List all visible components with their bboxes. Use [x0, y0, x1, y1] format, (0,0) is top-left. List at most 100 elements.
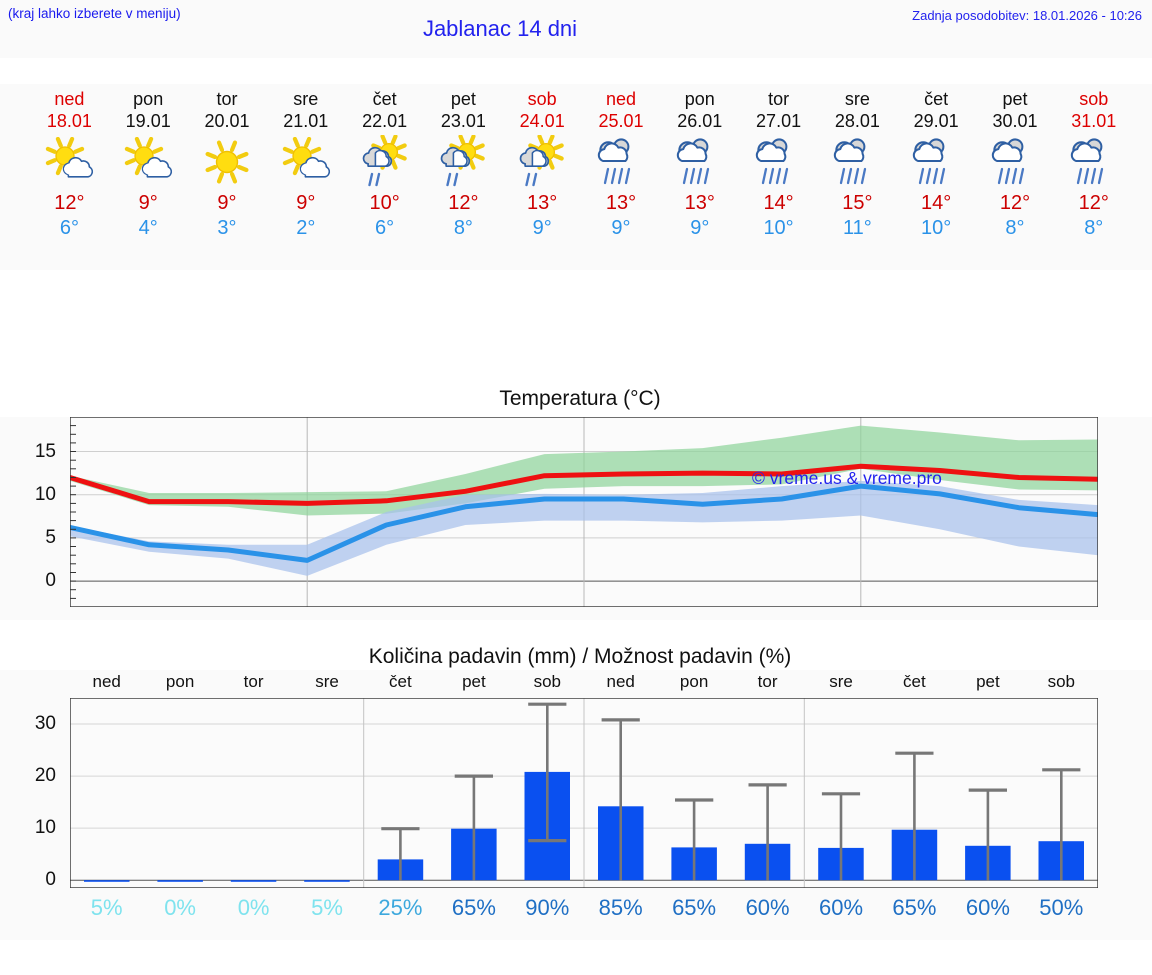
min-temperature-label: 10°: [921, 217, 952, 239]
page-title: Jablanac 14 dni: [422, 16, 578, 41]
precipitation-probability-label: 90%: [525, 895, 570, 920]
sun-icon: [188, 135, 267, 191]
day-column[interactable]: pon 19.01 9° 4°: [109, 84, 188, 270]
sun-cloud-icon: [266, 135, 345, 191]
precipitation-probability-label: 0%: [164, 895, 196, 920]
cloud-rain-icon: [739, 135, 818, 191]
precipitation-probability-label: 65%: [451, 895, 496, 920]
day-of-week-label: pet: [1002, 89, 1028, 109]
precipitation-day-label: čet: [903, 672, 926, 691]
precipitation-day-label: pet: [976, 672, 1000, 691]
temperature-chart-titlebar: [0, 380, 1152, 417]
precipitation-day-labels: ned pon tor sre čet pet sob ned pon tor sre čet pet s…: [0, 670, 1152, 696]
min-temperature-label: 6°: [375, 217, 395, 239]
day-column[interactable]: ned 18.01 12° 6°: [30, 84, 109, 270]
day-column[interactable]: sre 28.01 15° 11°: [818, 84, 897, 270]
day-column[interactable]: tor 20.01 9° 3°: [188, 84, 267, 270]
precipitation-probability-label: 60%: [965, 895, 1010, 920]
min-temperature-label: 6°: [59, 217, 79, 239]
day-column[interactable]: ned 25.01 13° 9°: [582, 84, 661, 270]
precipitation-chart-title: Količina padavin (mm) / Možnost padavin …: [368, 645, 792, 668]
precipitation-y-tick: 10: [34, 817, 56, 839]
max-temperature-label: 9°: [296, 192, 316, 214]
max-temperature-label: 14°: [763, 192, 794, 214]
precipitation-probability-label: 60%: [745, 895, 790, 920]
max-temperature-label: 12°: [448, 192, 479, 214]
min-temperature-label: 3°: [217, 217, 237, 239]
day-of-week-label: čet: [924, 89, 949, 109]
precipitation-y-tick: 30: [34, 713, 56, 734]
day-column[interactable]: pet 30.01 12° 8°: [976, 84, 1055, 270]
day-of-week-label: tor: [768, 89, 790, 109]
day-of-week-label: čet: [372, 89, 397, 109]
precipitation-chart-body: ned pon tor sre čet pet sob ned pon tor sre čet pet s…: [0, 670, 1152, 940]
precipitation-day-label: tor: [243, 672, 264, 691]
day-column[interactable]: pon 26.01 13° 9°: [660, 84, 739, 270]
day-date-label: 20.01: [204, 111, 250, 131]
day-of-week-label: sob: [527, 89, 557, 109]
precipitation-day-label: sre: [315, 672, 339, 691]
precipitation-bar: [157, 880, 203, 882]
day-of-week-label: sre: [293, 89, 319, 109]
min-temperature-label: 11°: [842, 217, 872, 239]
day-date-label: 29.01: [913, 111, 959, 131]
day-of-week-label: pon: [133, 89, 164, 109]
precipitation-y-tick: 0: [45, 869, 56, 891]
day-column[interactable]: sre 21.01 9° 2°: [266, 84, 345, 270]
min-temperature-label: 9°: [690, 217, 710, 239]
day-date-label: 28.01: [834, 111, 880, 131]
day-column[interactable]: tor 27.01 14° 10°: [739, 84, 818, 270]
day-column[interactable]: čet 29.01 14° 10°: [897, 84, 976, 270]
precipitation-chart-titlebar: [0, 640, 1152, 670]
precipitation-day-label: ned: [606, 672, 635, 691]
sun-cloud-icon: [109, 135, 188, 191]
precipitation-probability-row: 5% 0% 0% 5% 25% 65% 90% 85% 65% 60% 60% 65% 60% 50%: [0, 895, 1152, 937]
precipitation-bar: [304, 880, 350, 882]
temperature-y-tick: 10: [34, 483, 56, 505]
day-of-week-label: pet: [450, 89, 476, 109]
precipitation-day-label: pon: [679, 672, 709, 691]
max-temperature-label: 10°: [369, 192, 400, 214]
precipitation-probability-label: 60%: [818, 895, 864, 920]
day-column[interactable]: sob 31.01 12° 8°: [1054, 84, 1133, 270]
cloud-rain-icon: [897, 135, 976, 191]
max-temperature-label: 12°: [999, 192, 1031, 214]
precipitation-y-tick: 20: [34, 765, 56, 787]
day-column[interactable]: pet 23.01 12° 8°: [424, 84, 503, 270]
day-date-label: 18.01: [46, 111, 92, 131]
precipitation-day-label: sob: [533, 672, 561, 691]
min-temperature-label: 4°: [138, 217, 158, 239]
day-column[interactable]: sob 24.01 13° 9°: [503, 84, 582, 270]
last-updated-text: Zadnja posodobitev: 18.01.2026 - 10:26: [912, 8, 1142, 23]
temperature-y-tick: 0: [45, 570, 56, 592]
min-temperature-label: 8°: [453, 217, 473, 239]
day-column[interactable]: čet 22.01 10° 6°: [345, 84, 424, 270]
temperature-band-0: [70, 425, 1098, 516]
max-temperature-label: 12°: [1078, 192, 1109, 214]
max-temperature-label: 12°: [54, 192, 85, 214]
precipitation-day-label: tor: [757, 672, 778, 691]
day-date-label: 19.01: [125, 111, 171, 131]
max-temperature-label: 9°: [217, 192, 237, 214]
watermark-text: © vreme.us & vreme.pro: [752, 468, 942, 488]
max-temperature-label: 15°: [842, 192, 873, 214]
page-header: (kraj lahko izberete v meniju) Jablanac …: [0, 0, 1152, 58]
precipitation-probability-label: 65%: [892, 895, 937, 920]
temperature-series-0: [67, 463, 1101, 506]
max-temperature-label: 13°: [527, 192, 558, 214]
max-temperature-label: 13°: [684, 192, 715, 214]
day-of-week-label: sob: [1079, 89, 1109, 109]
temperature-plot-area: [67, 416, 1101, 608]
day-date-label: 27.01: [756, 111, 802, 131]
max-temperature-label: 14°: [921, 192, 952, 214]
precipitation-day-label: pet: [462, 672, 486, 691]
day-date-label: 23.01: [440, 111, 486, 131]
min-temperature-label: 8°: [1005, 217, 1025, 239]
min-temperature-label: 2°: [296, 217, 316, 239]
section-spacer: [0, 270, 1152, 380]
day-of-week-label: tor: [216, 89, 238, 109]
min-temperature-label: 8°: [1084, 217, 1104, 239]
chart-gap-spacer: [0, 620, 1152, 642]
temperature-series-1: [67, 483, 1101, 563]
precipitation-probability-label: 50%: [1039, 895, 1084, 920]
